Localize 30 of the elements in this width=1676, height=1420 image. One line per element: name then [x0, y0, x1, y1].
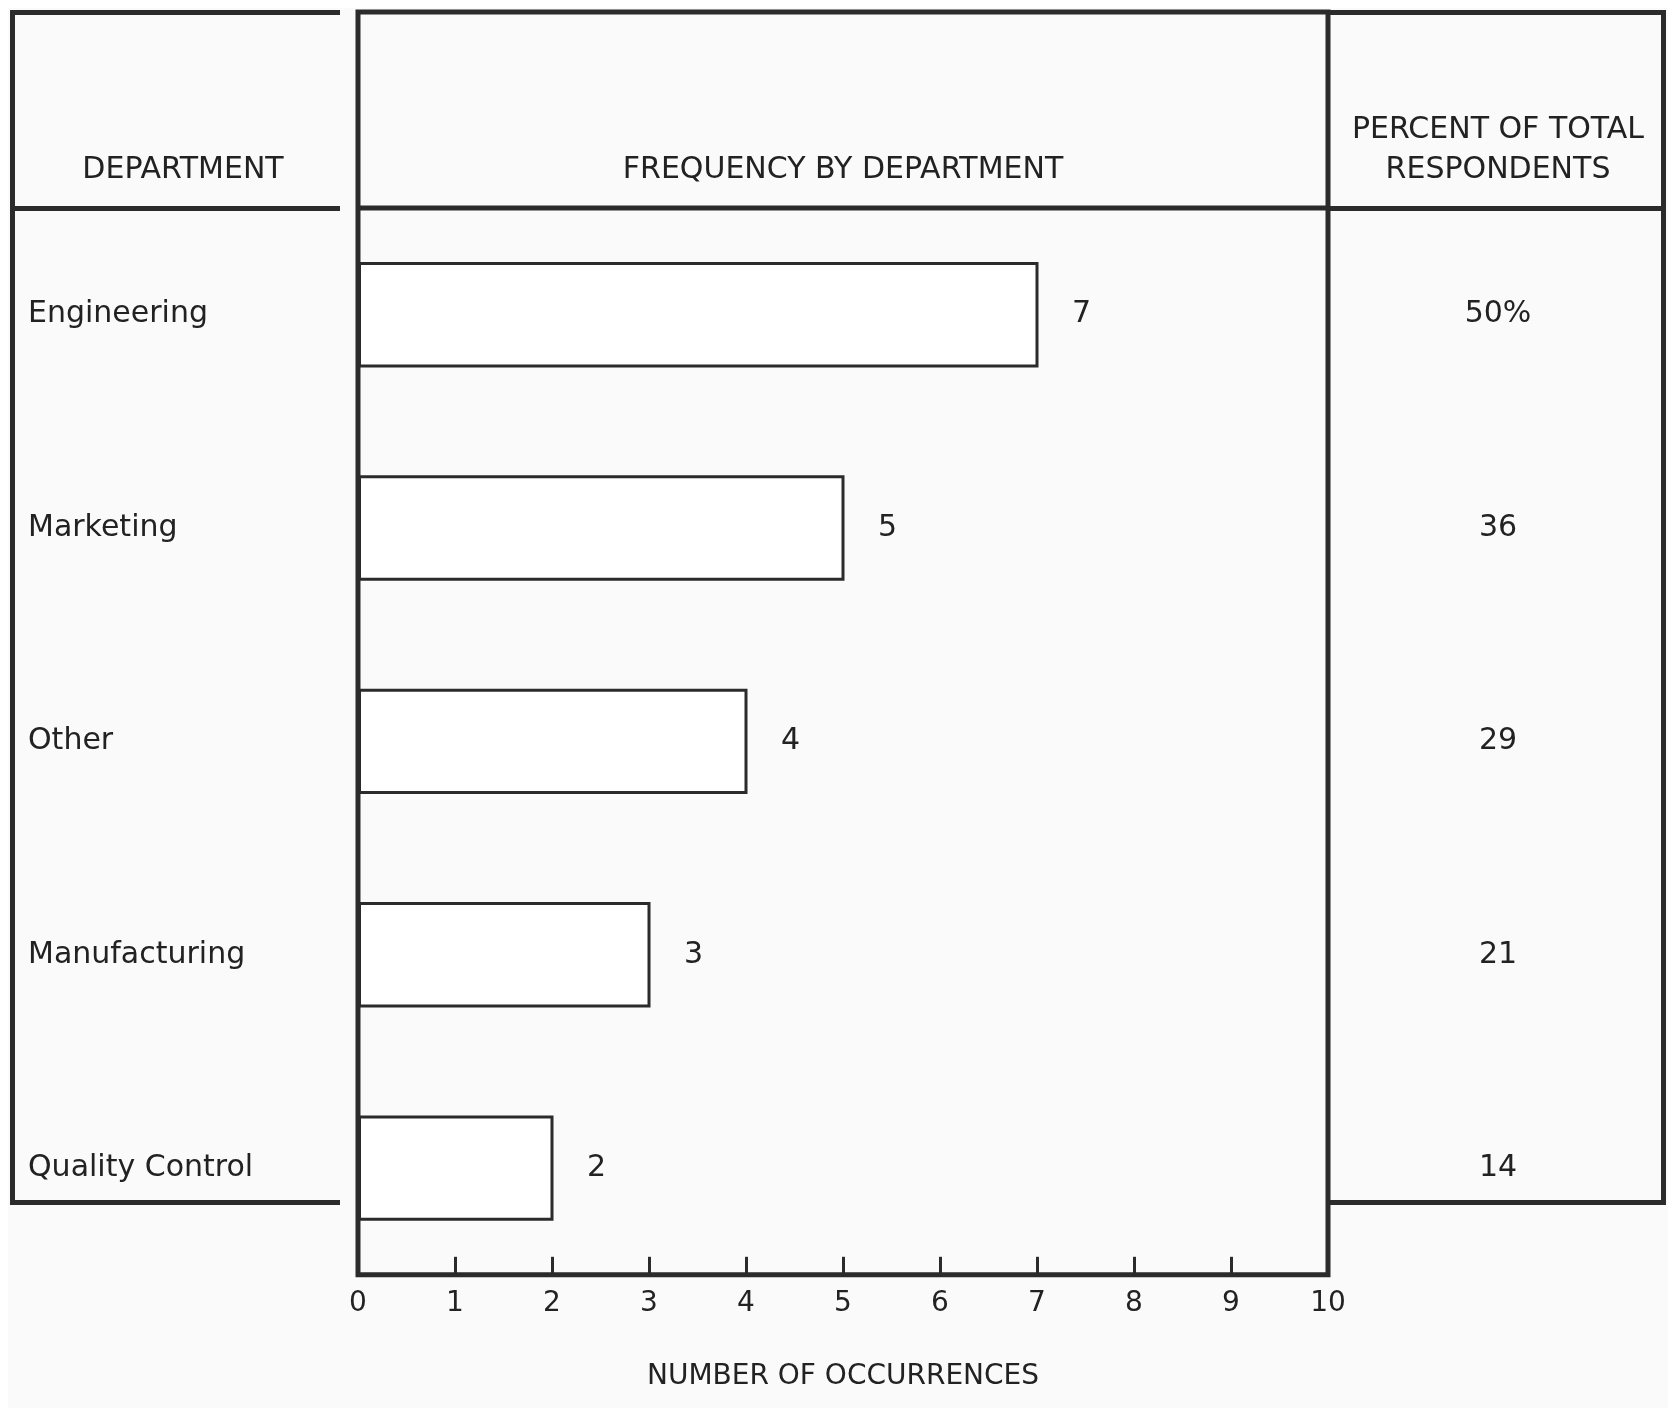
y-tick-label: Engineering: [28, 294, 208, 330]
x-tick-label: 10: [1310, 1284, 1346, 1318]
y-axis-title: DEPARTMENT: [82, 150, 285, 185]
x-tick-label: 1: [446, 1284, 464, 1318]
data-label: 7: [1072, 294, 1092, 330]
text: 14: [1478, 1147, 1518, 1183]
text: 21: [1478, 934, 1518, 970]
text: 29: [1478, 721, 1518, 757]
x-tick-label: 6: [931, 1284, 949, 1318]
text: 50%: [1464, 294, 1532, 330]
x-tick-label: 4: [737, 1284, 755, 1318]
x-tick-label: 9: [1222, 1284, 1240, 1318]
x-axis-title: NUMBER OF OCCURRENCES: [646, 1358, 1040, 1392]
data-label: 5: [878, 507, 898, 543]
y-tick-label: Other: [28, 721, 114, 757]
x-tick-label: 5: [834, 1284, 852, 1318]
x-tick-label: 2: [543, 1284, 561, 1318]
x-tick-label: 0: [349, 1284, 367, 1318]
data-label: 4: [781, 721, 801, 757]
data-label: 3: [684, 934, 704, 970]
x-tick-label: 8: [1125, 1284, 1143, 1318]
y-tick-label: Marketing: [28, 507, 178, 543]
x-tick-label: 7: [1028, 1284, 1046, 1318]
text: PERCENT OF TOTAL RESPONDENTS: [1351, 110, 1645, 185]
x-tick-label: 3: [640, 1284, 658, 1318]
text: 36: [1478, 507, 1518, 543]
chart-title: FREQUENCY BY DEPARTMENT: [622, 150, 1064, 185]
y-tick-label: Manufacturing: [28, 934, 246, 970]
data-label: 2: [587, 1147, 607, 1183]
y-tick-label: Quality Control: [28, 1147, 254, 1183]
